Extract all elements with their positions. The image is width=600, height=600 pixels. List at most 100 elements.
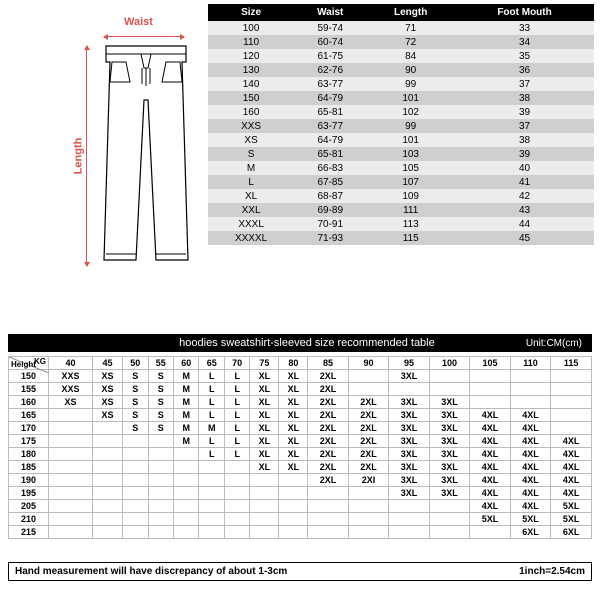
length-arrow: [86, 46, 87, 266]
size-cell: [92, 487, 122, 500]
size-cell: [92, 422, 122, 435]
height-cell: 190: [9, 474, 49, 487]
size-cell: XL: [279, 448, 308, 461]
measurement-note: Hand measurement will have discrepancy o…: [15, 566, 287, 577]
size-cell: 5XL: [470, 513, 511, 526]
table-cell: 150: [208, 91, 294, 105]
table-cell: 102: [366, 105, 455, 119]
size-cell: [389, 383, 430, 396]
table-cell: 63-77: [294, 77, 366, 91]
size-cell: [92, 526, 122, 539]
size-cell: 3XL: [389, 448, 430, 461]
size-cell: 4XL: [510, 409, 551, 422]
size-cell: [389, 526, 430, 539]
table-row: XXXXL71-9311545: [208, 231, 594, 245]
table-cell: 41: [455, 175, 594, 189]
size-cell: [224, 526, 249, 539]
size-cell: [429, 500, 470, 513]
size-cell: [49, 422, 93, 435]
table-cell: 63-77: [294, 119, 366, 133]
size-cell: 4XL: [551, 487, 592, 500]
table-row: XL68-8710942: [208, 189, 594, 203]
table-row: XXL69-8911143: [208, 203, 594, 217]
size-cell: L: [199, 383, 224, 396]
table-cell: 71-93: [294, 231, 366, 245]
size-cell: M: [174, 383, 199, 396]
table-cell: 43: [455, 203, 594, 217]
height-label: Height: [11, 360, 36, 369]
table-cell: XXS: [208, 119, 294, 133]
size-cell: [429, 383, 470, 396]
size-cell: 2XL: [348, 396, 389, 409]
hoodies-size-table: KGHeight40455055606570758085909510010511…: [8, 356, 592, 539]
size-cell: [49, 435, 93, 448]
size-cell: XXS: [49, 383, 93, 396]
size-cell: XL: [250, 422, 279, 435]
table-cell: 115: [366, 231, 455, 245]
size-cell: [92, 435, 122, 448]
size-cell: [148, 513, 173, 526]
size-cell: 3XL: [389, 409, 430, 422]
weight-header: 100: [429, 357, 470, 370]
size-cell: 3XL: [389, 435, 430, 448]
size-cell: 5XL: [551, 500, 592, 513]
size-cell: XS: [92, 409, 122, 422]
size-cell: [551, 409, 592, 422]
size-cell: [148, 526, 173, 539]
size-cell: 3XL: [429, 409, 470, 422]
weight-header: 90: [348, 357, 389, 370]
size-cell: S: [148, 370, 173, 383]
size-cell: [49, 448, 93, 461]
size-cell: [429, 513, 470, 526]
height-cell: 215: [9, 526, 49, 539]
size-cell: [199, 487, 224, 500]
size-cell: 3XL: [429, 435, 470, 448]
table-cell: 105: [366, 161, 455, 175]
size-cell: [470, 370, 511, 383]
size-cell: [224, 487, 249, 500]
size-cell: XXS: [49, 370, 93, 383]
size-cell: [429, 526, 470, 539]
size-cell: [199, 461, 224, 474]
size-cell: [551, 370, 592, 383]
size-cell: L: [224, 409, 249, 422]
size-cell: 4XL: [551, 474, 592, 487]
size-cell: [174, 448, 199, 461]
table-cell: XXXL: [208, 217, 294, 231]
size-cell: [123, 448, 148, 461]
table-cell: 37: [455, 77, 594, 91]
size-cell: XS: [49, 396, 93, 409]
table-cell: 38: [455, 133, 594, 147]
table-cell: 140: [208, 77, 294, 91]
pants-header: Foot Mouth: [455, 4, 594, 21]
height-cell: 160: [9, 396, 49, 409]
table-cell: 103: [366, 147, 455, 161]
size-cell: L: [224, 383, 249, 396]
size-cell: 2XI: [348, 474, 389, 487]
size-cell: S: [123, 396, 148, 409]
table-cell: 38: [455, 91, 594, 105]
table-cell: 44: [455, 217, 594, 231]
height-cell: 165: [9, 409, 49, 422]
size-cell: [389, 500, 430, 513]
weight-header: 70: [224, 357, 249, 370]
size-cell: [279, 474, 308, 487]
size-cell: [308, 487, 349, 500]
size-cell: [174, 461, 199, 474]
size-cell: 3XL: [389, 422, 430, 435]
size-cell: XL: [279, 409, 308, 422]
table-cell: 107: [366, 175, 455, 189]
size-cell: [199, 500, 224, 513]
table-cell: 61-75: [294, 49, 366, 63]
table-cell: 39: [455, 105, 594, 119]
height-cell: 210: [9, 513, 49, 526]
table-cell: 62-76: [294, 63, 366, 77]
table-row: 180LLXLXL2XL2XL3XL3XL4XL4XL4XL: [9, 448, 592, 461]
size-cell: [148, 448, 173, 461]
size-cell: 5XL: [510, 513, 551, 526]
table-row: 15064-7910138: [208, 91, 594, 105]
table-row: XS64-7910138: [208, 133, 594, 147]
table-cell: 72: [366, 35, 455, 49]
size-cell: XS: [92, 396, 122, 409]
size-cell: [308, 500, 349, 513]
